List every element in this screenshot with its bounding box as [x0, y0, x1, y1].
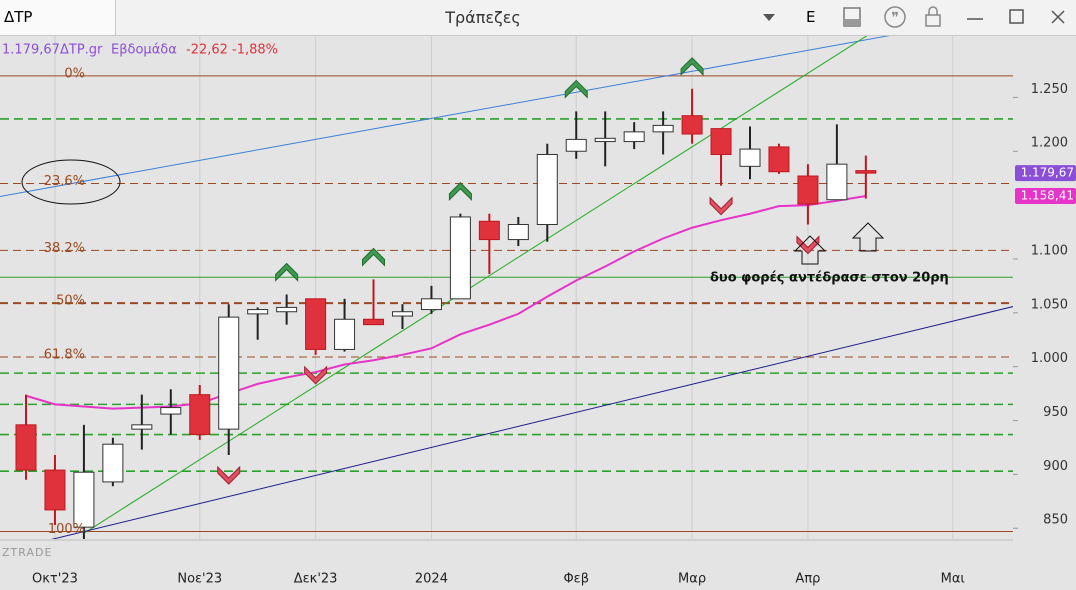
candle-body	[102, 443, 124, 483]
x-tick-label: 2024	[415, 572, 448, 587]
price-tag-label: 1.179,67	[1021, 166, 1074, 180]
candle-body	[768, 146, 790, 173]
candle-body	[797, 175, 819, 205]
y-tick-label: 950	[1043, 405, 1068, 420]
candle-body	[855, 170, 877, 174]
y-tick-label: 1.100	[1031, 243, 1068, 258]
icon[interactable]	[884, 6, 906, 28]
x-tick-label: Δεκ'23	[294, 572, 338, 587]
candle-body	[131, 424, 153, 430]
candle-body	[478, 220, 500, 241]
candle-body	[363, 318, 385, 326]
candle-body	[594, 137, 616, 143]
icons: ❞	[843, 6, 1065, 28]
icon[interactable]	[1009, 9, 1024, 24]
candle-body	[623, 131, 645, 143]
candle-body	[739, 148, 761, 167]
x-tick-label: Μαι	[941, 572, 965, 587]
annotation: δυο φορές αντέδρασε στον 20ρη	[710, 271, 949, 286]
circle-annotation	[21, 159, 121, 205]
fib-label: 61.8%	[44, 347, 85, 362]
candle-body	[391, 311, 413, 317]
candle-body	[420, 298, 442, 311]
buy-signal	[275, 262, 299, 282]
info-name: ΔΤΡ.gr	[60, 43, 103, 58]
candle-body	[536, 153, 558, 225]
buy-signal	[564, 79, 588, 99]
candle-body	[247, 309, 269, 315]
trendline	[51, 306, 1013, 539]
candle-body	[826, 163, 848, 201]
candle-body	[681, 115, 703, 135]
candle-body	[160, 407, 182, 415]
candle-body	[276, 306, 298, 313]
svg-text:❞: ❞	[891, 10, 899, 26]
y-tick-label: 1.050	[1031, 297, 1068, 312]
x-tick-label: Οκτ'23	[32, 572, 78, 587]
x-tick-label: Απρ	[795, 572, 820, 587]
info-price: 1.179,67	[2, 43, 60, 58]
moving-average	[25, 195, 867, 410]
arrow-annotation	[851, 222, 885, 252]
fib-label: 0%	[64, 66, 85, 81]
candle-body	[334, 318, 356, 350]
icon[interactable]	[925, 14, 941, 27]
candle-body	[189, 394, 211, 436]
candle-body	[15, 424, 37, 471]
watermark: ZTRADE	[2, 546, 52, 559]
info-change: -22,62	[186, 43, 228, 58]
y-tick-label: 1.000	[1031, 351, 1068, 366]
candle-body	[507, 223, 529, 241]
y-tick-label: 1.250	[1031, 82, 1068, 97]
x-tick-label: Μαρ	[678, 572, 706, 587]
y-tick-label: 900	[1043, 459, 1068, 474]
buy-signal	[680, 57, 704, 76]
candle-body	[73, 471, 95, 528]
candle-body	[218, 316, 240, 430]
candle-body	[710, 128, 732, 155]
sell-signal	[217, 465, 241, 485]
symbol[interactable]: ΔΤΡ	[0, 0, 116, 35]
dropdown[interactable]	[760, 10, 778, 24]
info-change-pct: -1,88%	[232, 43, 278, 58]
info-period: Εβδομάδα	[111, 43, 177, 58]
x-tick-label: Νοε'23	[177, 572, 222, 587]
price-tag-label: 1.158,41	[1021, 189, 1074, 203]
candle-body	[565, 138, 587, 152]
price-tag	[1015, 188, 1076, 205]
price-tag	[1015, 165, 1076, 182]
arrow-annotation	[793, 235, 827, 265]
fib-label: 100%	[48, 522, 85, 537]
buy-signal	[448, 182, 472, 201]
group[interactable]: Τράπεζες	[445, 8, 521, 27]
trendline	[84, 36, 868, 533]
icon	[844, 19, 860, 26]
mode[interactable]: E	[806, 8, 816, 26]
candle-body	[305, 298, 327, 350]
trendline	[0, 36, 890, 197]
x-tick-label: Φεβ	[563, 572, 589, 587]
sell-signal	[304, 365, 328, 385]
buy-signal	[362, 247, 386, 267]
fib-label: 50%	[56, 294, 85, 309]
sell-signal	[709, 196, 733, 216]
chart: 1.179,67 ΔΤΡ.gr Εβδομάδα -22,62 -1,88% δ…	[0, 36, 1076, 587]
toolbar: ΔΤΡ Τράπεζες E ❞	[0, 0, 1076, 36]
fib-label: 38.2%	[44, 241, 85, 256]
candle-body	[652, 124, 674, 133]
y-tick-label: 1.200	[1031, 136, 1068, 151]
candle-body	[449, 216, 471, 300]
candle-body	[44, 469, 66, 511]
plot	[0, 36, 1013, 539]
fib-label: 23.6%	[44, 174, 85, 189]
icon[interactable]	[1051, 10, 1065, 24]
y-tick-label: 850	[1043, 513, 1068, 528]
